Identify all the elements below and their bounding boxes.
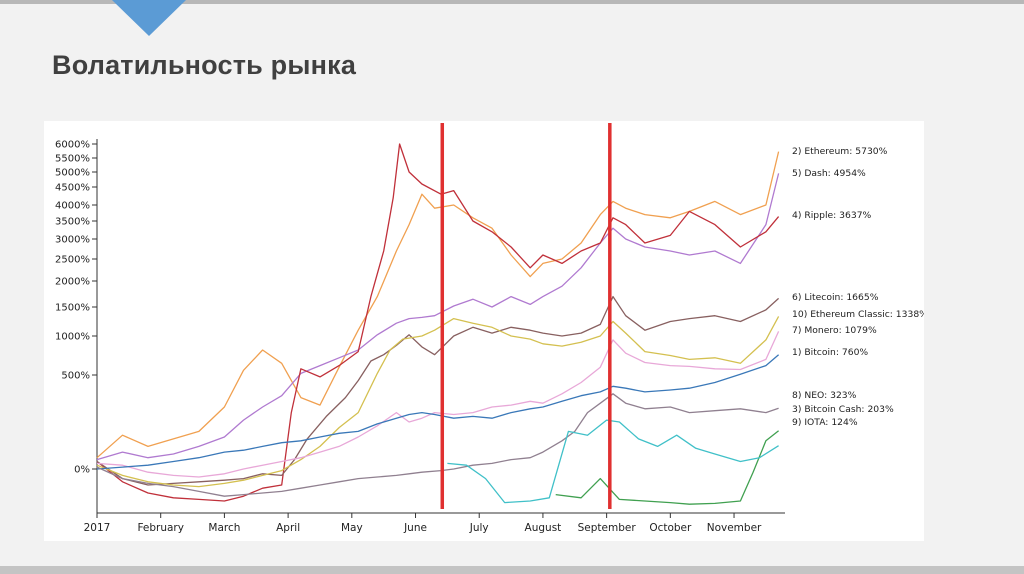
- end-label-bitcoin-cash: 3) Bitcoin Cash: 203%: [792, 404, 894, 415]
- y-tick-label: 1500%: [55, 303, 90, 314]
- x-tick-label: June: [403, 522, 427, 534]
- y-tick-label: 2500%: [55, 255, 90, 266]
- volatility-line-chart: 0% 500% 1000% 1500% 2000% 2500% 3000% 3500% 4000…: [55, 123, 924, 534]
- series-line-dash: [96, 173, 780, 461]
- end-label-bitcoin: 1) Bitcoin: 760%: [792, 347, 868, 358]
- y-tick-label: 6000%: [55, 140, 90, 151]
- x-tick-label: 2017: [84, 522, 111, 534]
- corner-accent-triangle: [112, 0, 186, 36]
- end-label-ethereum: 2) Ethereum: 5730%: [792, 146, 888, 157]
- series-line-iota: [447, 419, 779, 504]
- vertical-markers: [440, 123, 612, 509]
- y-tick-label: 5500%: [55, 154, 90, 165]
- series-line-ripple: [96, 143, 780, 502]
- y-tick-label: 0%: [74, 465, 90, 476]
- x-tick-label: July: [469, 522, 489, 534]
- end-label-ethereum-classic: 10) Ethereum Classic: 1338%: [792, 309, 924, 320]
- y-tick-label: 1000%: [55, 332, 90, 343]
- x-axis: 2017 February March April May June July August S…: [84, 512, 785, 534]
- series-line-bitcoin: [96, 354, 780, 470]
- end-label-ripple: 4) Ripple: 3637%: [792, 210, 872, 221]
- y-tick-label: 500%: [61, 371, 90, 382]
- x-tick-label: August: [525, 522, 562, 534]
- y-tick-label: 4500%: [55, 183, 90, 194]
- y-tick-label: 3500%: [55, 217, 90, 228]
- top-border-bar: [0, 0, 1024, 4]
- end-label-iota: 9) IOTA: 124%: [792, 417, 858, 428]
- x-tick-label: May: [341, 522, 363, 534]
- series-line-neo: [96, 393, 779, 497]
- x-tick-label: October: [649, 522, 692, 534]
- series-line-litecoin: [96, 295, 780, 486]
- y-tick-label: 2000%: [55, 277, 90, 288]
- x-tick-label: February: [137, 522, 184, 534]
- end-label-dash: 5) Dash: 4954%: [792, 168, 866, 179]
- y-tick-label: 4000%: [55, 201, 90, 212]
- series-line-bitcoin-cash: [555, 430, 780, 505]
- bottom-border-bar: [0, 566, 1024, 574]
- x-tick-label: November: [707, 522, 762, 534]
- series-line-ethereum: [96, 151, 780, 459]
- series-line-monero: [96, 331, 780, 478]
- end-label-monero: 7) Monero: 1079%: [792, 325, 877, 336]
- series-line-ethereum-classic: [96, 316, 780, 488]
- series-end-labels: 2) Ethereum: 5730% 5) Dash: 4954% 4) Rippl…: [792, 146, 924, 428]
- y-tick-label: 3000%: [55, 235, 90, 246]
- x-tick-label: March: [208, 522, 240, 534]
- x-tick-label: April: [276, 522, 300, 534]
- y-axis: 0% 500% 1000% 1500% 2000% 2500% 3000% 3500% 4000…: [55, 139, 98, 513]
- slide-title: Волатильность рынка: [52, 50, 357, 80]
- end-label-neo: 8) NEO: 323%: [792, 390, 857, 401]
- y-tick-label: 5000%: [55, 168, 90, 179]
- end-label-litecoin: 6) Litecoin: 1665%: [792, 292, 879, 303]
- x-tick-label: September: [578, 522, 637, 534]
- series-lines: [96, 143, 780, 505]
- chart-card: 0% 500% 1000% 1500% 2000% 2500% 3000% 3500% 4000…: [44, 121, 924, 541]
